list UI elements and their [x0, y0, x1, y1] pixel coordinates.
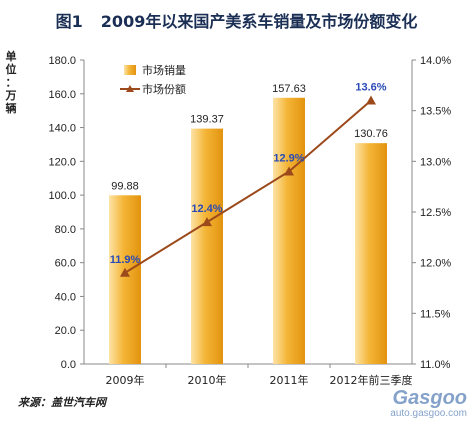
y-right-tick-label: 11.5%: [420, 308, 451, 320]
bar: [355, 143, 387, 364]
share-value-label: 12.4%: [191, 203, 222, 215]
y-unit-char: 单: [5, 50, 17, 63]
x-category-label: 2010年: [188, 373, 227, 387]
figure-number: 图1: [55, 12, 83, 31]
bar-value-label: 157.63: [272, 83, 306, 95]
y-unit-char: ：: [5, 76, 17, 89]
watermark-url: auto.gasgoo.com: [390, 408, 467, 419]
y-right-tick-label: 13.5%: [420, 106, 451, 118]
share-point: [202, 217, 212, 227]
source-note: 来源：盖世汽车网: [18, 396, 106, 409]
y-axis-unit: 单 位 ： 万 辆: [4, 50, 18, 115]
x-category-label: 2012年前三季度: [330, 373, 413, 387]
legend-bar-swatch: [124, 65, 136, 75]
y-left-tick-label: 0.0: [61, 359, 76, 371]
y-right-tick-label: 14.0%: [420, 55, 451, 67]
bar-series: 99.88 139.37 157.63 130.76: [109, 83, 388, 364]
share-point: [120, 267, 130, 277]
legend-line-marker: [126, 85, 134, 92]
line-series: 11.9% 12.4% 12.9% 13.6%: [110, 82, 387, 277]
bar: [191, 128, 223, 364]
legend-bar-label: 市场销量: [142, 63, 186, 77]
share-point: [284, 166, 294, 176]
y-left-tick-label: 60.0: [55, 258, 76, 270]
y-right-tick-label: 12.0%: [420, 258, 451, 270]
y-right-tick-label: 13.0%: [420, 156, 451, 168]
y-left-tick-label: 140.0: [48, 123, 76, 135]
y-right-tick-label: 12.5%: [420, 207, 451, 219]
share-point: [366, 95, 376, 105]
bar-value-label: 130.76: [354, 128, 388, 140]
y-left-tick-label: 40.0: [55, 291, 76, 303]
x-category-label: 2009年: [106, 373, 145, 387]
bar: [109, 195, 141, 364]
bar-value-label: 139.37: [190, 114, 224, 126]
y-left-tick-label: 120.0: [48, 156, 76, 168]
bar-value-label: 99.88: [111, 180, 139, 192]
y-right-tick-label: 11.0%: [420, 359, 451, 371]
y-left-tick-label: 80.0: [55, 224, 76, 236]
watermark-brand: Gasgoo: [392, 387, 467, 409]
y-unit-char: 万: [5, 89, 17, 102]
share-value-label: 12.9%: [273, 152, 304, 164]
share-line: [124, 99, 372, 274]
title-text: 2009年以来国产美系车销量及市场份额变化: [100, 12, 418, 31]
y-unit-char: 辆: [5, 102, 17, 115]
share-value-label: 11.9%: [110, 254, 141, 266]
y-left-tick-label: 100.0: [48, 190, 76, 202]
share-value-label: 13.6%: [355, 82, 386, 94]
y-left-tick-label: 180.0: [48, 55, 76, 67]
y-left-tick-label: 20.0: [55, 325, 76, 337]
axes: 0.0 20.0 40.0 60.0 80.0 100.0 120.0 140.0 160.0 1…: [48, 55, 451, 387]
x-category-label: 2011年: [270, 373, 309, 387]
legend-line-label: 市场份额: [142, 82, 186, 96]
watermark-logo: Gasgoo auto.gasgoo.com: [390, 388, 467, 419]
legend: 市场销量 市场份额: [120, 63, 186, 96]
y-unit-char: 位: [5, 63, 17, 76]
bar: [273, 97, 305, 364]
y-left-tick-label: 160.0: [48, 89, 76, 101]
chart-title: 图1 2009年以来国产美系车销量及市场份额变化: [0, 8, 473, 32]
